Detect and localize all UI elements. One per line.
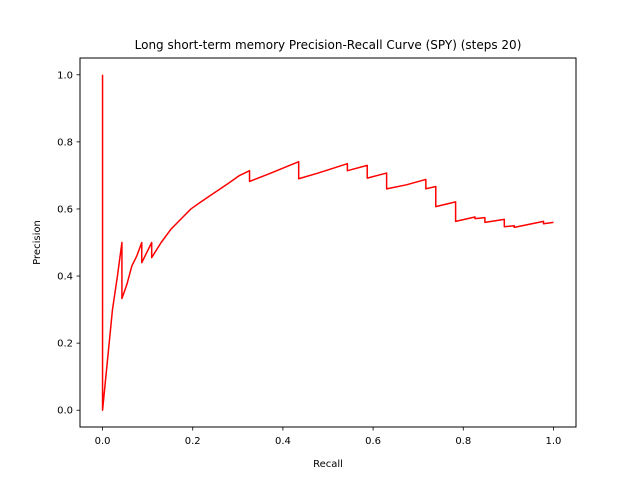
x-tick-label: 0.8 (455, 436, 471, 447)
x-tick-label: 0.6 (365, 436, 381, 447)
plot-area (101, 74, 554, 411)
chart-title: Long short-term memory Precision-Recall … (135, 38, 522, 52)
y-tick-label: 0.6 (57, 204, 73, 215)
x-axis-label: Recall (313, 459, 343, 470)
x-tick-label: 0.2 (185, 436, 201, 447)
y-tick-label: 0.8 (57, 137, 73, 148)
y-tick-label: 0.2 (57, 339, 73, 350)
x-tick-label: 0.0 (95, 436, 111, 447)
axes-frame (79, 57, 577, 428)
x-tick-label: 0.4 (275, 436, 291, 447)
y-tick-label: 0.0 (57, 406, 73, 417)
y-axis-ticks: 0.0 0.2 0.4 0.6 0.8 1.0 (57, 70, 80, 417)
y-axis-label: Precision (32, 220, 43, 265)
y-tick-label: 0.4 (57, 272, 73, 283)
x-tick-label: 1.0 (546, 436, 562, 447)
x-axis-ticks: 0.0 0.2 0.4 0.6 0.8 1.0 (95, 427, 562, 447)
y-tick-label: 1.0 (57, 70, 73, 81)
pr-curve-line-0 (101, 74, 554, 411)
